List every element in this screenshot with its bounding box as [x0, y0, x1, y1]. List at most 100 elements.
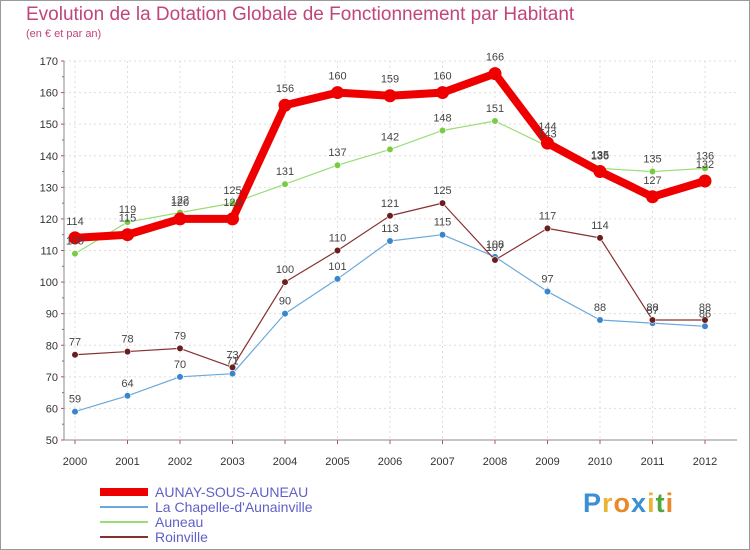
data-label: 121 — [381, 198, 399, 210]
data-label: 90 — [279, 296, 291, 308]
y-tick-label: 60 — [46, 403, 58, 415]
data-label: 136 — [696, 150, 714, 162]
data-label: 59 — [69, 394, 81, 406]
data-point — [701, 316, 709, 324]
grid — [64, 60, 737, 441]
data-point — [281, 180, 289, 188]
data-label: 101 — [328, 261, 346, 273]
logo-letter: P — [583, 488, 603, 518]
logo-letter: o — [613, 488, 632, 518]
data-point — [71, 407, 79, 416]
x-tick-label: 2006 — [378, 456, 402, 468]
logo-letter: x — [631, 488, 648, 518]
legend-label: La Chapelle-d'Aunainville — [155, 499, 313, 515]
data-label: 119 — [119, 204, 137, 216]
data-point — [701, 322, 709, 330]
data-point — [71, 250, 79, 258]
data-label: 160 — [433, 71, 451, 83]
x-tick-label: 2007 — [430, 456, 454, 468]
data-point — [281, 310, 289, 318]
x-tick-label: 2004 — [273, 456, 297, 468]
data-point — [491, 117, 499, 125]
data-labels: 114 115 120 120 156 160 159 160 166 144 135 127 132 5… — [66, 52, 714, 406]
data-label: 88 — [699, 302, 711, 314]
data-point — [543, 287, 552, 296]
data-label: 120 — [223, 197, 241, 209]
data-label: 120 — [171, 197, 189, 209]
data-point — [596, 234, 604, 242]
x-tick-label: 2005 — [325, 456, 349, 468]
data-point — [226, 212, 239, 226]
data-label: 107 — [486, 242, 504, 254]
x-tick-label: 2012 — [693, 456, 717, 468]
data-label: 125 — [433, 185, 451, 197]
data-label: 87 — [646, 305, 658, 317]
data-point — [333, 161, 342, 169]
data-point — [488, 67, 502, 81]
data-label: 151 — [486, 103, 504, 115]
data-label: 70 — [174, 359, 186, 371]
data-label: 86 — [699, 308, 711, 320]
data-label: 77 — [69, 337, 81, 349]
data-point — [491, 256, 499, 264]
data-label: 115 — [119, 213, 137, 225]
legend-label: AUNAY-SOUS-AUNEAU — [155, 484, 308, 500]
data-label: 135 — [643, 154, 661, 166]
data-point — [71, 351, 79, 359]
data-label: 156 — [276, 83, 294, 95]
data-label: 159 — [381, 74, 399, 86]
logo-letter: i — [665, 488, 675, 518]
y-tick-label: 150 — [40, 119, 58, 131]
x-tick-label: 2000 — [63, 456, 87, 468]
data-label: 114 — [66, 216, 84, 228]
data-point — [123, 347, 132, 356]
y-tick-label: 70 — [46, 372, 58, 384]
data-label: 113 — [381, 223, 399, 235]
x-tick-label: 2010 — [588, 456, 612, 468]
data-point — [438, 231, 447, 239]
data-point — [228, 370, 237, 378]
data-point — [68, 231, 82, 245]
data-point — [698, 174, 712, 188]
legend-label: Roinville — [155, 529, 208, 545]
data-label: 148 — [433, 112, 451, 124]
data-point — [646, 190, 659, 204]
data-label: 125 — [223, 185, 241, 197]
data-point — [596, 316, 604, 324]
data-point — [383, 89, 397, 103]
data-label: 110 — [329, 233, 347, 245]
x-tick-label: 2009 — [535, 456, 559, 468]
data-point — [173, 212, 187, 226]
data-label: 64 — [121, 378, 133, 390]
data-label: 166 — [486, 52, 504, 64]
data-point — [593, 165, 607, 179]
y-tick-label: 140 — [40, 151, 58, 163]
y-tick-label: 100 — [40, 277, 58, 289]
data-label: 122 — [171, 195, 189, 207]
y-tick-label: 90 — [46, 309, 58, 321]
data-label: 71 — [226, 356, 238, 368]
data-label: 88 — [646, 302, 658, 314]
x-tick-label: 2011 — [641, 456, 665, 468]
data-point — [438, 126, 447, 135]
data-label: 131 — [276, 166, 294, 178]
x-tick-label: 2008 — [483, 456, 507, 468]
x-tick-label: 2001 — [115, 456, 139, 468]
y-tick-label: 170 — [40, 56, 58, 68]
data-label: 132 — [696, 159, 714, 171]
data-point — [176, 344, 184, 353]
data-label: 136 — [591, 150, 609, 162]
data-label: 135 — [591, 150, 609, 162]
data-label: 115 — [434, 217, 452, 229]
data-label: 137 — [328, 147, 346, 159]
y-tick-label: 80 — [46, 340, 58, 352]
data-point — [123, 218, 132, 226]
data-point — [281, 278, 289, 286]
data-label: 100 — [276, 264, 294, 276]
data-label: 88 — [594, 302, 606, 314]
y-tick-label: 50 — [46, 435, 58, 447]
data-point — [121, 228, 134, 242]
logo-letter: i — [647, 488, 656, 518]
chart-subtitle: (en € et par an) — [26, 28, 102, 40]
